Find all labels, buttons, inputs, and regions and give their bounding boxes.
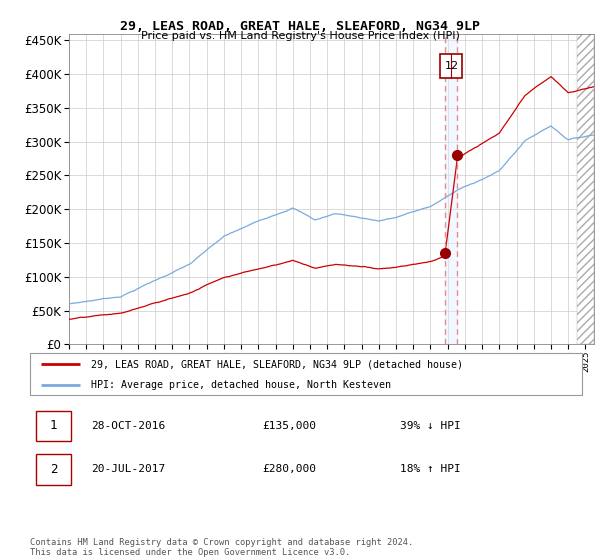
- Text: 1: 1: [50, 419, 57, 432]
- Text: 39% ↓ HPI: 39% ↓ HPI: [400, 421, 461, 431]
- Text: 20-JUL-2017: 20-JUL-2017: [91, 464, 165, 474]
- Bar: [440, 54, 461, 77]
- Text: 2: 2: [451, 60, 458, 71]
- Text: 29, LEAS ROAD, GREAT HALE, SLEAFORD, NG34 9LP (detached house): 29, LEAS ROAD, GREAT HALE, SLEAFORD, NG3…: [91, 359, 463, 369]
- Text: HPI: Average price, detached house, North Kesteven: HPI: Average price, detached house, Nort…: [91, 380, 391, 390]
- Text: 29, LEAS ROAD, GREAT HALE, SLEAFORD, NG34 9LP: 29, LEAS ROAD, GREAT HALE, SLEAFORD, NG3…: [120, 20, 480, 32]
- Text: Contains HM Land Registry data © Crown copyright and database right 2024.
This d: Contains HM Land Registry data © Crown c…: [30, 538, 413, 557]
- Bar: [35, 454, 71, 484]
- Text: 28-OCT-2016: 28-OCT-2016: [91, 421, 165, 431]
- Text: 18% ↑ HPI: 18% ↑ HPI: [400, 464, 461, 474]
- Text: 2: 2: [50, 463, 57, 476]
- Text: £135,000: £135,000: [262, 421, 316, 431]
- Bar: [445, 34, 457, 344]
- Text: 1: 1: [445, 60, 451, 71]
- Bar: [35, 410, 71, 441]
- Text: £280,000: £280,000: [262, 464, 316, 474]
- Text: Price paid vs. HM Land Registry's House Price Index (HPI): Price paid vs. HM Land Registry's House …: [140, 31, 460, 41]
